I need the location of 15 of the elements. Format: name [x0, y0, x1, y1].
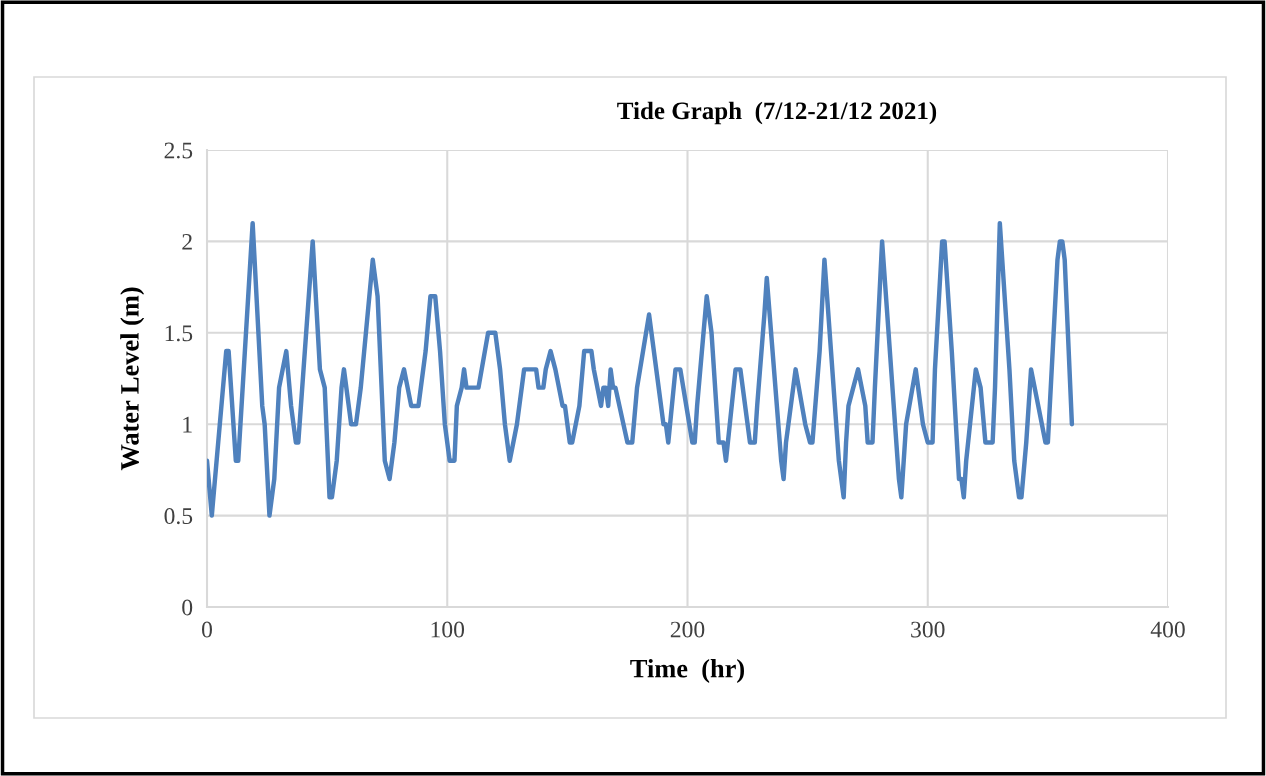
x-tick-label: 100 — [431, 621, 465, 638]
y-tick-label: 1.5 — [165, 325, 193, 342]
x-tick-label: 0 — [202, 621, 212, 638]
y-tick-label: 2.5 — [164, 142, 193, 159]
y-axis-title: Water Level (m) — [120, 287, 145, 471]
y-tick-label: 2 — [182, 233, 192, 250]
line-series — [207, 220, 1075, 518]
y-tick-label: 1 — [183, 416, 192, 433]
x-axis-title: Time (hr) — [630, 658, 744, 683]
x-tick-label: 200 — [670, 621, 705, 638]
chart-title: Tide Graph (7/12-21/12 2021) — [617, 101, 937, 125]
y-tick-label: 0 — [182, 599, 193, 616]
x-tick-label: 300 — [911, 621, 945, 638]
x-tick-label: 400 — [1150, 621, 1185, 638]
y-tick-label: 0.5 — [164, 508, 193, 525]
